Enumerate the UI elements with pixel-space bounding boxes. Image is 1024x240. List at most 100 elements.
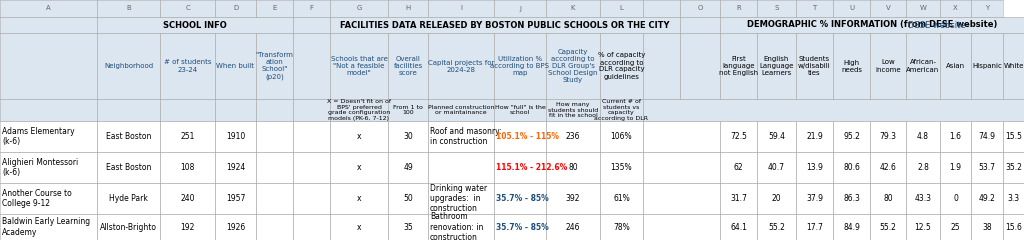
Bar (330, 214, 388, 240)
Text: Capacity
according to
DLR Group's
School Design
Study: Capacity according to DLR Group's School… (548, 49, 598, 83)
Text: K: K (570, 6, 575, 12)
Bar (160, 152, 215, 183)
Bar (256, 121, 293, 152)
Bar (757, 0, 796, 17)
Bar (160, 214, 215, 240)
Text: 80: 80 (568, 163, 578, 172)
Bar (293, 214, 330, 240)
Bar (428, 152, 494, 183)
Text: 55.2: 55.2 (880, 222, 896, 232)
Bar (0, 33, 97, 99)
Text: 61%: 61% (613, 194, 630, 203)
Text: Schools that are
"Not a feasible
model": Schools that are "Not a feasible model" (331, 56, 387, 76)
Bar (720, 183, 757, 214)
Bar (1002, 33, 1024, 99)
Bar (546, 214, 600, 240)
Bar (906, 183, 940, 214)
Bar (388, 183, 428, 214)
Bar (757, 33, 796, 99)
Text: Roof and masonry:
in construction: Roof and masonry: in construction (430, 127, 502, 146)
Text: 21.9: 21.9 (806, 132, 823, 141)
Bar (870, 0, 906, 17)
Bar (600, 99, 643, 121)
Bar (494, 0, 546, 17)
Bar (293, 152, 330, 183)
Text: x: x (356, 132, 361, 141)
Bar (720, 17, 1024, 33)
Text: 1910: 1910 (226, 132, 245, 141)
Text: 95.2: 95.2 (843, 132, 860, 141)
Text: H: H (406, 6, 411, 12)
Text: DESE website: DESE website (908, 20, 966, 30)
Text: 43.3: 43.3 (914, 194, 932, 203)
Bar (97, 17, 293, 33)
Bar (215, 99, 256, 121)
Bar (870, 183, 906, 214)
Bar (971, 214, 1002, 240)
Text: J: J (519, 6, 521, 12)
Text: 392: 392 (565, 194, 581, 203)
Text: When built: When built (216, 63, 255, 69)
Bar (293, 33, 330, 99)
Text: 35.7% - 85%: 35.7% - 85% (496, 194, 549, 203)
Bar (906, 152, 940, 183)
Text: 1.6: 1.6 (949, 132, 962, 141)
Text: 72.5: 72.5 (730, 132, 746, 141)
Bar (215, 214, 256, 240)
Text: 17.7: 17.7 (806, 222, 823, 232)
Bar (494, 33, 546, 99)
Text: E: E (272, 6, 276, 12)
Bar (906, 121, 940, 152)
Text: 79.3: 79.3 (880, 132, 896, 141)
Bar (720, 33, 757, 99)
Bar (388, 33, 428, 99)
Text: How many
students should
fit in the school: How many students should fit in the scho… (548, 102, 598, 118)
Text: # of students
23-24: # of students 23-24 (164, 60, 211, 72)
Bar (97, 99, 160, 121)
Text: FACILITIES DATA RELEASED BY BOSTON PUBLIC SCHOOLS OR THE CITY: FACILITIES DATA RELEASED BY BOSTON PUBLI… (340, 20, 670, 30)
Text: East Boston: East Boston (105, 163, 152, 172)
Text: x: x (356, 194, 361, 203)
Text: How "full" is the
school: How "full" is the school (495, 105, 546, 115)
Bar (546, 121, 600, 152)
Text: 35.7% - 85%: 35.7% - 85% (496, 222, 549, 232)
Bar (256, 152, 293, 183)
Text: 31.7: 31.7 (730, 194, 746, 203)
Bar (940, 214, 971, 240)
Bar (0, 152, 97, 183)
Bar (256, 99, 293, 121)
Bar (643, 183, 720, 214)
Text: 40.7: 40.7 (768, 163, 785, 172)
Text: 106%: 106% (610, 132, 632, 141)
Text: 35: 35 (403, 222, 413, 232)
Bar (643, 33, 680, 99)
Text: East Boston: East Boston (105, 132, 152, 141)
Text: T: T (812, 6, 816, 12)
Text: 115.1% - 212.6%: 115.1% - 212.6% (496, 163, 567, 172)
Text: 15.5: 15.5 (1006, 132, 1022, 141)
Bar (160, 121, 215, 152)
Bar (971, 121, 1002, 152)
Text: 246: 246 (565, 222, 581, 232)
Bar (643, 99, 1024, 121)
Text: 1924: 1924 (226, 163, 245, 172)
Text: SCHOOL INFO: SCHOOL INFO (163, 20, 227, 30)
Text: 84.9: 84.9 (843, 222, 860, 232)
Bar (643, 121, 720, 152)
Bar (940, 33, 971, 99)
Bar (546, 33, 600, 99)
Bar (796, 0, 833, 17)
Bar (494, 152, 546, 183)
Bar (494, 121, 546, 152)
Text: x: x (356, 163, 361, 172)
Bar (940, 121, 971, 152)
Text: Low
income: Low income (876, 60, 901, 72)
Text: O: O (697, 6, 702, 12)
Text: 2.8: 2.8 (918, 163, 929, 172)
Bar (428, 33, 494, 99)
Bar (256, 33, 293, 99)
Text: Asian: Asian (946, 63, 965, 69)
Bar (643, 0, 680, 17)
Bar (256, 183, 293, 214)
Bar (546, 99, 600, 121)
